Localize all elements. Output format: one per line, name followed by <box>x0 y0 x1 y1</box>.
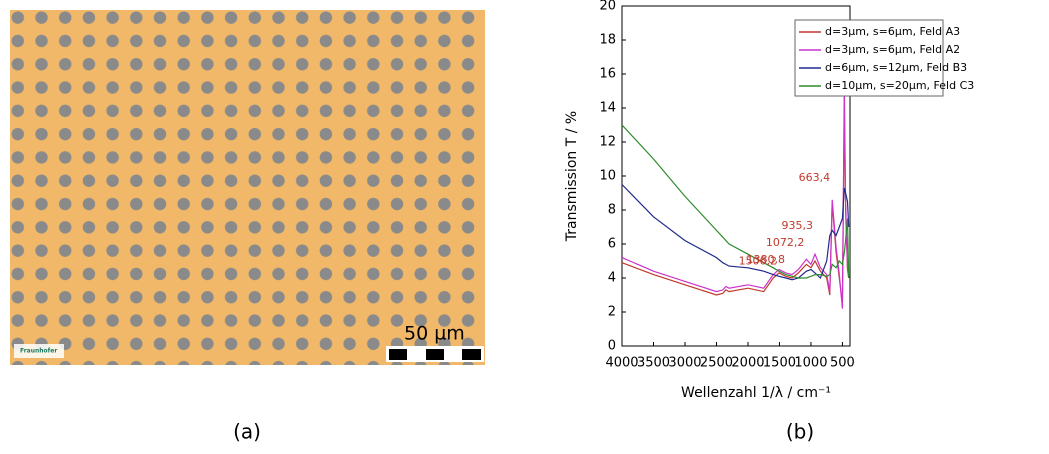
legend-label: d=3µm, s=6µm, Feld A2 <box>825 43 960 56</box>
scale-bar <box>426 349 444 360</box>
x-tick-label: 3500 <box>637 356 670 371</box>
legend-label: d=6µm, s=12µm, Feld B3 <box>825 61 967 74</box>
y-tick-label: 0 <box>608 339 616 354</box>
annotation: 1506,2 <box>739 255 778 268</box>
y-tick-label: 12 <box>599 135 616 150</box>
logo: Fraunhofer <box>20 348 57 355</box>
micrograph: 50 µm Fraunhofer (a) <box>10 10 485 444</box>
logo-bg <box>14 344 64 358</box>
x-tick-label: 2500 <box>700 356 733 371</box>
x-axis-label: Wellenzahl 1/λ / cm⁻¹ <box>681 385 831 401</box>
scale-bar <box>462 349 481 360</box>
scale-bar <box>389 349 407 360</box>
x-tick-label: 4000 <box>605 356 638 371</box>
x-tick-label: 3000 <box>668 356 701 371</box>
annotation: 1380,8 <box>746 253 785 266</box>
y-tick-label: 4 <box>608 271 616 286</box>
series-line <box>621 84 850 309</box>
x-tick-label: 2000 <box>731 356 764 371</box>
y-tick-label: 14 <box>599 101 616 116</box>
x-tick-label: 1000 <box>794 356 827 371</box>
chart: 0246810121416182040003500300025002000150… <box>564 0 974 444</box>
legend-label: d=3µm, s=6µm, Feld A3 <box>825 25 960 38</box>
caption: (b) <box>786 420 814 444</box>
series-line <box>621 184 850 281</box>
annotation: 663,4 <box>799 171 831 184</box>
x-tick-label: 1500 <box>763 356 796 371</box>
y-tick-label: 6 <box>608 237 616 252</box>
legend: d=3µm, s=6µm, Feld A3 d=3µm, s=6µm, Feld … <box>794 19 974 97</box>
y-tick-label: 20 <box>599 0 616 14</box>
legend-label: d=10µm, s=20µm, Feld C3 <box>825 79 974 92</box>
scale-label: 50 µm <box>404 323 465 345</box>
y-tick-label: 8 <box>608 203 616 218</box>
series-line <box>621 124 850 279</box>
y-tick-label: 10 <box>599 169 616 184</box>
annotation: 935,3 <box>782 219 814 232</box>
y-axis-label: Transmission T / % <box>564 111 580 242</box>
x-tick-label: 500 <box>830 356 855 371</box>
annotation: 1072,2 <box>766 236 805 249</box>
y-tick-label: 16 <box>599 67 616 82</box>
micrograph-image <box>10 10 485 365</box>
caption: (a) <box>233 420 261 444</box>
y-tick-label: 2 <box>608 305 616 320</box>
y-tick-label: 18 <box>599 33 616 48</box>
